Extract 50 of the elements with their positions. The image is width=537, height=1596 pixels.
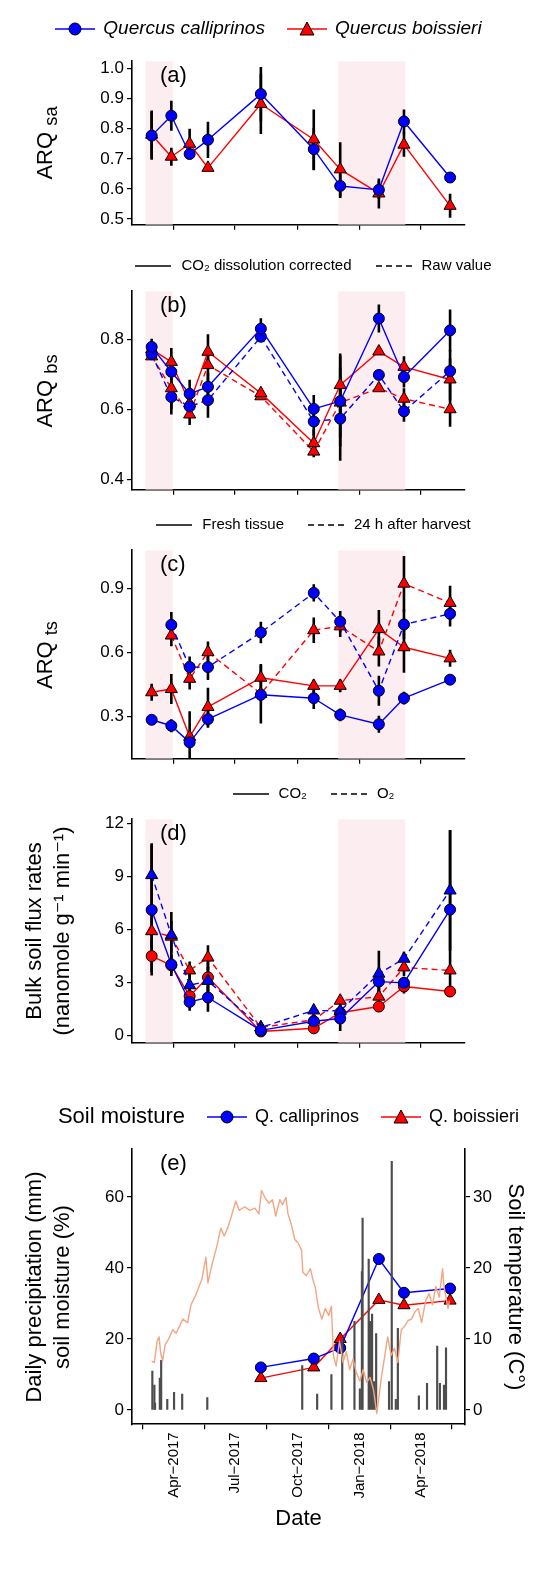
text: 24 h after harvest: [353, 514, 471, 532]
y-tick-label: 20: [105, 1328, 124, 1348]
chart-title: (b): [160, 292, 187, 318]
x-tick-label: Oct−2017: [287, 1432, 305, 1498]
y2-axis-title: Soil temperature (C°): [503, 1183, 529, 1391]
y-axis-title: Bulk soil flux rates (nanomole g⁻¹ min⁻¹): [20, 826, 75, 1036]
legend-title: Soil moisture: [57, 1103, 186, 1129]
y-tick-label: 0.9: [100, 578, 124, 598]
y-tick-label: 3: [114, 972, 124, 992]
y-tick-label: 0.7: [100, 148, 124, 168]
legend-label: Q. calliprinos: [255, 1105, 360, 1126]
text: O₂: [376, 783, 395, 801]
y-tick-label: 0: [114, 1025, 124, 1045]
y-tick-label: 6: [114, 919, 124, 939]
y2-tick-label: 30: [473, 1186, 492, 1206]
text: Raw value: [421, 255, 492, 273]
y-tick-label: 0.3: [100, 706, 124, 726]
y-tick-label: 1.0: [100, 58, 124, 78]
y-tick-label: 0: [114, 1399, 124, 1419]
legend-label: Quercus boissieri: [334, 17, 482, 38]
legend-label: Q. boissieri: [429, 1105, 520, 1126]
y2-tick-label: 10: [473, 1328, 492, 1348]
chart-title: (e): [160, 1150, 187, 1176]
y2-tick-label: 0: [473, 1399, 483, 1419]
chart-title: (a): [160, 62, 187, 88]
y-tick-label: 0.6: [100, 642, 124, 662]
y-tick-label: 0.9: [100, 88, 124, 108]
legend-label: Quercus calliprinos: [103, 17, 265, 38]
y-tick-label: 0.8: [100, 329, 124, 349]
y-tick-label: 9: [114, 866, 124, 886]
y-tick-label: 60: [105, 1186, 124, 1206]
x-tick-label: Apr−2017: [163, 1432, 181, 1498]
y-tick-label: 12: [105, 813, 124, 833]
y-tick-label: 40: [105, 1257, 124, 1277]
x-axis-title: Date: [275, 1504, 322, 1530]
text: Fresh tissue: [202, 514, 284, 532]
y-tick-label: 0.6: [100, 399, 124, 419]
x-tick-label: Jan−2018: [350, 1432, 368, 1499]
y-tick-label: 0.5: [100, 208, 124, 228]
x-tick-label: Apr−2018: [411, 1432, 429, 1498]
chart-title: (d): [160, 820, 187, 846]
y-tick-label: 0.6: [100, 178, 124, 198]
y2-tick-label: 20: [473, 1257, 492, 1277]
y-tick-label: 0.4: [100, 469, 124, 489]
y-tick-label: 0.8: [100, 118, 124, 138]
x-tick-label: Jul−2017: [225, 1432, 243, 1494]
text: CO₂ dissolution corrected: [181, 255, 352, 273]
text: CO₂: [278, 783, 307, 801]
chart-title: (c): [160, 551, 186, 577]
y-axis-title: Daily precipitation (mm) soil moisture (%): [20, 1171, 75, 1403]
